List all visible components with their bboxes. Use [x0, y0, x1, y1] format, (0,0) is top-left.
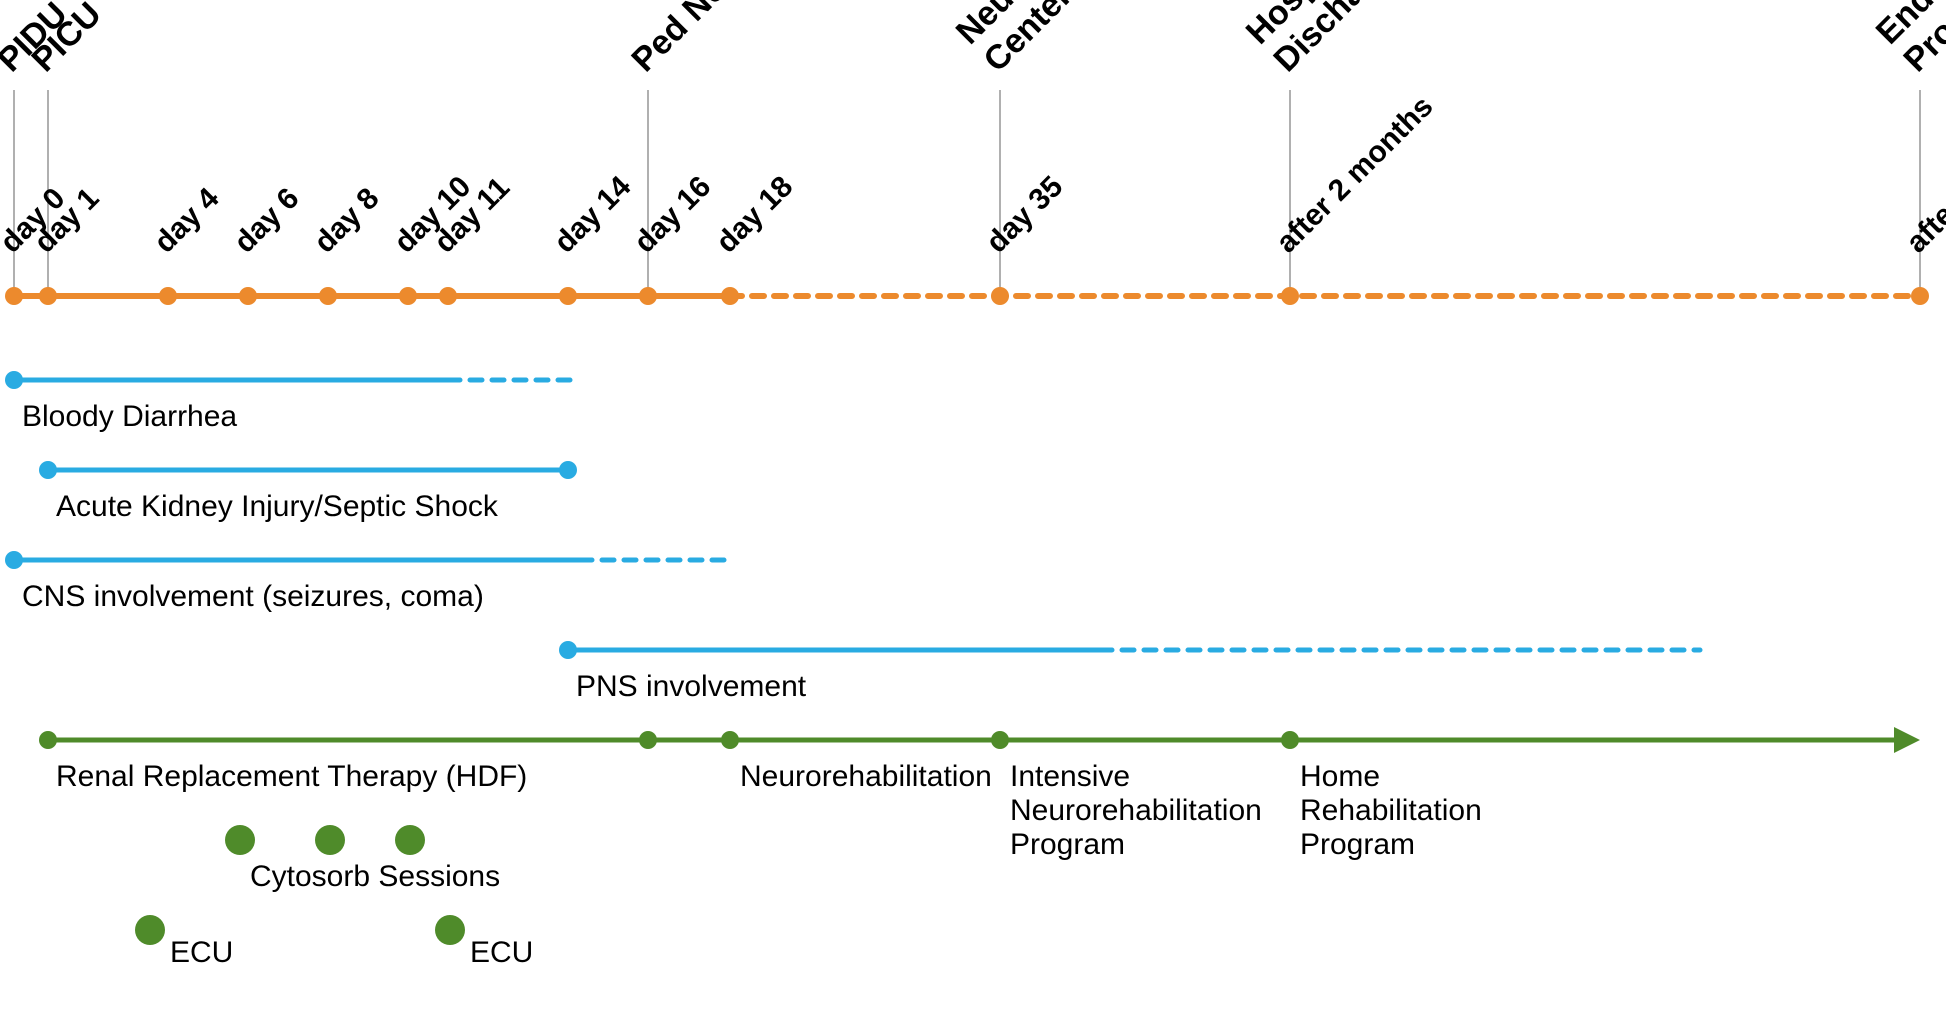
event-dropline [1289, 90, 1291, 296]
axis-tick-dot [319, 287, 337, 305]
axis-tick-dot [639, 287, 657, 305]
axis-tick-dot [399, 287, 417, 305]
symptom-end-dot [559, 461, 577, 479]
top-event-label: Ped Nephrol [624, 0, 793, 80]
axis-tick-label: day 4 [148, 182, 226, 260]
treatment-phase-dot [1281, 731, 1299, 749]
top-event-label: NeurorehabCenter [949, 0, 1139, 80]
symptom-start-dot [39, 461, 57, 479]
axis-tick-dot [721, 287, 739, 305]
axis-tick-label: day 16 [628, 170, 718, 260]
axis-tick-dot [239, 287, 257, 305]
cytosorb-session-dot [225, 825, 255, 855]
axis-tick-dot [39, 287, 57, 305]
axis-tick-dot [5, 287, 23, 305]
symptom-start-dot [5, 371, 23, 389]
axis-tick-label: day 35 [980, 170, 1070, 260]
treatment-phase-dot [639, 731, 657, 749]
axis-tick-dot [991, 287, 1009, 305]
top-event-label: HospitalDischarge [1239, 0, 1410, 80]
axis-tick-label: after 8 months [1900, 90, 1946, 260]
treatment-phase-dot [991, 731, 1009, 749]
ecu-dot [435, 915, 465, 945]
symptom-start-dot [5, 551, 23, 569]
treatment-phase-label: Neurorehabilitation [740, 760, 992, 794]
ecu-label: ECU [170, 936, 233, 970]
treatment-phase-dot [721, 731, 739, 749]
axis-tick-dot [559, 287, 577, 305]
symptom-start-dot [559, 641, 577, 659]
event-dropline [1919, 90, 1921, 296]
symptom-label: Bloody Diarrhea [22, 400, 237, 434]
symptom-label: PNS involvement [576, 670, 806, 704]
axis-tick-label: day 14 [548, 170, 638, 260]
treatment-phase-label: IntensiveNeurorehabilitationProgram [1010, 760, 1262, 862]
treatment-phase-dot [39, 731, 57, 749]
cytosorb-session-dot [395, 825, 425, 855]
symptom-label: CNS involvement (seizures, coma) [22, 580, 484, 614]
clinical-timeline-diagram: day 0day 1day 4day 6day 8day 10day 11day… [0, 0, 1946, 1021]
event-dropline [647, 90, 649, 296]
axis-tick-label: day 6 [228, 182, 306, 260]
axis-tick-dot [1911, 287, 1929, 305]
axis-tick-label: day 8 [308, 182, 386, 260]
event-dropline [13, 90, 15, 296]
cytosorb-session-dot [315, 825, 345, 855]
axis-tick-label: day 18 [710, 170, 800, 260]
top-event-label: End of RehabProgram [1869, 0, 1946, 80]
symptom-label: Acute Kidney Injury/Septic Shock [56, 490, 498, 524]
axis-tick-label: after 2 months [1270, 90, 1440, 260]
event-dropline [999, 90, 1001, 296]
ecu-dot [135, 915, 165, 945]
treatment-phase-label: HomeRehabilitationProgram [1300, 760, 1482, 862]
axis-tick-dot [439, 287, 457, 305]
cytosorb-label: Cytosorb Sessions [250, 860, 500, 894]
treatment-phase-label: Renal Replacement Therapy (HDF) [56, 760, 527, 794]
axis-tick-dot [159, 287, 177, 305]
axis-tick-dot [1281, 287, 1299, 305]
ecu-label: ECU [470, 936, 533, 970]
